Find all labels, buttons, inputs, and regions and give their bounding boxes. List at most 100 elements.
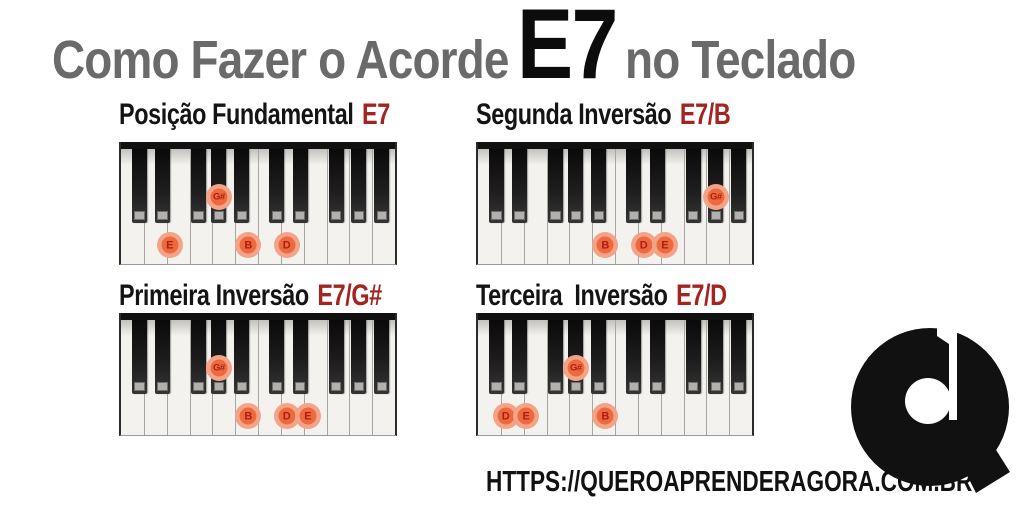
black-key [708,149,724,223]
heading-chord: E7 [362,98,390,131]
keyboard-top-rail [121,313,395,320]
page-title: Como Fazer o Acorde E7 no Teclado [52,0,856,99]
black-key [488,149,505,223]
black-key [731,149,747,223]
white-key-divider [326,149,328,264]
note-marker-D: D [497,407,515,425]
note-marker-E: E [517,407,535,425]
black-key [626,149,642,223]
keyboard-top-rail [121,142,395,149]
heading-text: Primeira Inversão [119,279,309,312]
note-flag [937,327,949,344]
white-key-divider [729,149,731,264]
black-key [269,149,285,223]
black-key [292,149,308,223]
white-key-divider [546,320,548,435]
black-key [328,149,344,223]
black-key [234,149,250,223]
note-marker-D: D [278,407,296,425]
black-key [374,320,390,394]
black-key [234,320,250,394]
note-marker-B: B [596,236,614,254]
note-marker-Gsharp: G# [210,188,228,206]
title-chord: E7 [517,0,618,99]
heading-segunda-inversao: Segunda Inversão E7/B [476,98,731,131]
black-key [328,320,344,394]
white-key-divider [258,320,259,435]
black-key [154,149,171,223]
black-key [591,149,607,223]
note-marker-Gsharp: G# [707,188,725,206]
title-prefix: Como Fazer o Acorde [52,30,509,90]
heading-posicao-fundamental: Posição Fundamental E7 [119,98,390,131]
title-suffix: no Teclado [625,30,856,90]
black-key [269,320,285,394]
heading-terceira-inversao: Terceira Inversão E7/D [476,279,727,312]
note-marker-Gsharp: G# [567,359,585,377]
black-key [649,320,665,394]
note-marker-E: E [656,236,674,254]
white-key-divider [326,320,328,435]
note-marker-E: E [161,236,179,254]
white-key-divider [372,149,374,264]
black-key [511,149,528,223]
note-marker-D: D [635,236,653,254]
black-key [685,149,701,223]
black-key [211,320,227,394]
note-marker-B: B [239,236,257,254]
quero-aprender-agora-logo [851,326,1010,493]
heading-primeira-inversao: Primeira Inversão E7/G# [119,279,382,312]
black-key [154,320,171,394]
heading-chord: E7/G# [317,279,382,312]
note-marker-D: D [278,236,296,254]
white-key-divider [729,320,731,435]
black-key [292,320,308,394]
heading-text: Terceira Inversão [476,279,668,312]
black-key [351,149,367,223]
black-key [131,149,148,223]
white-key-divider [706,320,708,435]
black-key [591,320,607,394]
keyboard-posicao-fundamental: E G# B D [119,142,397,265]
note-marker-B: B [239,407,257,425]
white-key-divider [683,149,685,264]
black-key [708,320,724,394]
black-key [649,149,665,223]
black-key [190,320,206,394]
black-key [374,149,390,223]
keyboard-primeira-inversao: G# B D E [119,313,397,436]
white-key-divider [372,320,374,435]
black-key [488,320,505,394]
black-key [547,320,563,394]
heading-text: Posição Fundamental [119,98,354,131]
black-key [626,320,642,394]
heading-chord: E7/B [679,98,731,131]
white-key-divider [683,320,685,435]
keyboard-terceira-inversao: D E G# B [476,313,754,436]
white-key-divider [189,149,191,264]
black-key [511,320,528,394]
keyboard-segunda-inversao: B D E G# [476,142,754,265]
white-key-divider [349,149,351,264]
white-key-divider [258,149,259,264]
white-key-divider [546,149,548,264]
black-key [190,149,206,223]
keyboard-top-rail [478,142,752,149]
white-key-divider [615,320,616,435]
heading-chord: E7/D [676,279,727,312]
white-key-divider [189,320,191,435]
black-key [131,320,148,394]
black-key [351,320,367,394]
black-key [547,149,563,223]
keyboard-top-rail [478,313,752,320]
note-marker-B: B [596,407,614,425]
white-key-divider [615,149,616,264]
note-head [905,378,951,424]
black-key [731,320,747,394]
white-key-divider [349,320,351,435]
white-key-divider [706,149,708,264]
q-logo-mark [851,326,1010,493]
note-marker-E: E [299,407,317,425]
note-marker-Gsharp: G# [210,359,228,377]
black-key [568,149,584,223]
